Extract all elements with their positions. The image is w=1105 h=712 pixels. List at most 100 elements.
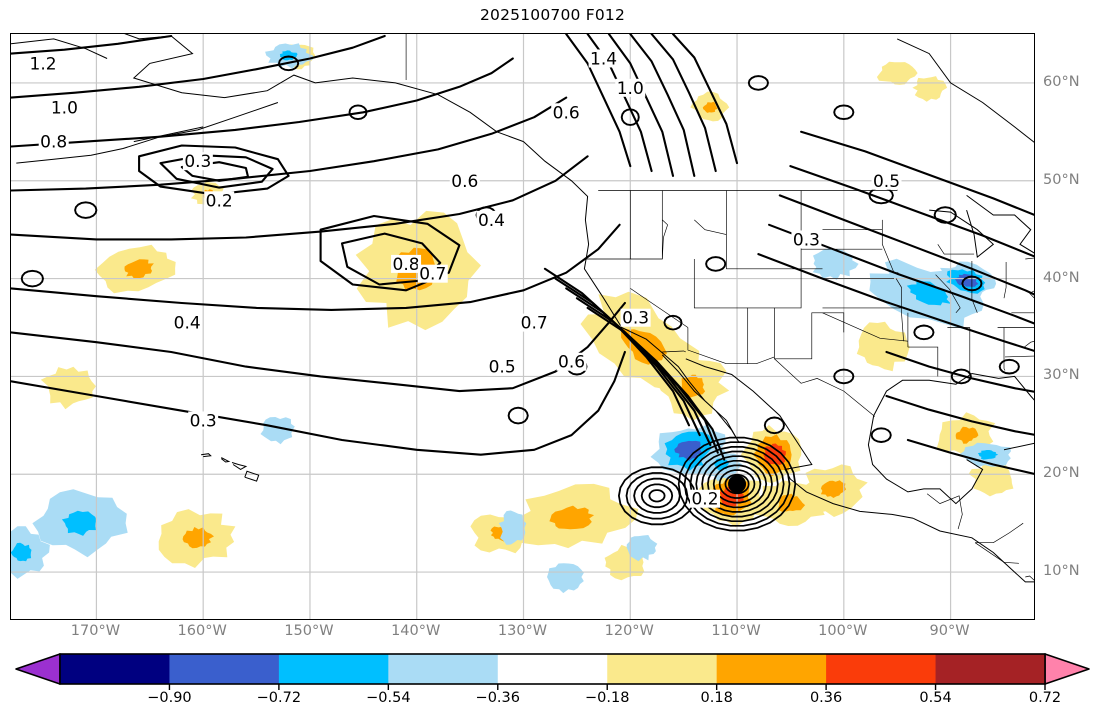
political-border	[822, 312, 908, 342]
contour-line	[554, 277, 701, 437]
contour-line	[961, 275, 983, 292]
contour-line	[629, 34, 696, 177]
contour-label-mask	[620, 308, 651, 327]
coastline	[912, 517, 1034, 583]
contour-layer	[11, 34, 1034, 532]
contour-line	[565, 34, 632, 168]
contour-label: 1.0	[51, 98, 78, 118]
colorbar-segment	[278, 654, 389, 684]
lon-tick-label: 100°W	[818, 623, 868, 639]
anomaly-patch	[702, 101, 718, 113]
colorbar-tick-label: −0.90	[147, 690, 192, 706]
contour-line	[607, 34, 675, 177]
contour-line	[712, 464, 762, 504]
contour-label: 0.7	[419, 265, 446, 285]
contour-label: 0.2	[691, 490, 718, 510]
anomaly-patch	[812, 248, 859, 281]
anomaly-patch	[955, 426, 979, 444]
contour-line	[707, 459, 768, 509]
colorbar-segment	[935, 654, 1046, 684]
lon-tick-label: 160°W	[177, 623, 227, 639]
contour-line	[586, 306, 726, 461]
contour-line	[507, 406, 529, 425]
political-border	[630, 288, 689, 328]
coastline	[11, 38, 108, 59]
lat-tick-label: 20°N	[1043, 465, 1080, 482]
contour-line	[833, 104, 855, 121]
contour-label-mask	[204, 191, 235, 210]
coastline	[133, 126, 204, 143]
contour-label-mask	[690, 489, 721, 508]
contour-label-mask	[588, 49, 619, 68]
political-border	[1004, 355, 1034, 358]
contour-line	[650, 34, 717, 173]
contour-line	[617, 466, 696, 526]
contour-label-mask	[172, 313, 203, 332]
contour-line	[671, 34, 739, 165]
anomaly-patch	[11, 542, 32, 562]
contour-label-mask	[551, 103, 582, 122]
contour-line	[543, 267, 691, 427]
political-border	[774, 358, 876, 417]
contour-label-mask	[391, 254, 422, 273]
political-border	[687, 327, 727, 365]
anomaly-patch	[498, 510, 527, 545]
contour-label: 0.6	[451, 172, 478, 192]
map-canvas: 0.20.30.8 0.70.40.30.50.70.60.30.20.60.41…	[11, 34, 1034, 619]
contour-label-mask	[28, 54, 59, 73]
political-border	[975, 522, 1024, 544]
contour-label-mask	[615, 78, 646, 97]
political-border	[1029, 293, 1034, 299]
contour-line	[833, 368, 855, 385]
contour-label-mask	[449, 171, 480, 190]
contour-label-mask	[871, 171, 902, 190]
lat-tick-label: 50°N	[1043, 171, 1080, 188]
contour-line	[913, 324, 935, 341]
anomaly-patch	[977, 450, 999, 460]
colorbar-swatches	[15, 653, 1090, 690]
coastline	[873, 372, 1034, 416]
lon-tick-label: 110°W	[711, 623, 761, 639]
contour-line	[683, 441, 791, 527]
political-border	[1024, 341, 1034, 348]
anomaly-patch	[124, 259, 154, 279]
contour-line	[348, 104, 368, 121]
colorbar-tick-label: −0.36	[475, 690, 520, 706]
contour-line	[11, 301, 626, 393]
contour-line	[768, 223, 1034, 325]
lat-tick-label: 10°N	[1043, 563, 1080, 580]
contour-label: 0.8	[393, 255, 420, 275]
colorbar-tick-label: 0.36	[809, 690, 843, 706]
political-border	[726, 190, 823, 270]
colorbar-outline	[59, 653, 1046, 685]
contour-label: 0.3	[184, 152, 211, 172]
contour-label-mask	[487, 357, 518, 376]
colorbar-segment	[388, 654, 499, 684]
colorbar-tick-label: −0.54	[366, 690, 411, 706]
anomaly-patch	[182, 527, 214, 549]
map-frame: 0.2 0.3 0.8 0.7 0.4 0.3 0.5 0.7 0.6 0.3 0.2 0.6 0.4 1…	[10, 33, 1035, 620]
coastline	[896, 38, 1034, 143]
lon-tick-label: 120°W	[604, 623, 654, 639]
contour-label: 0.3	[622, 309, 649, 329]
contour-line	[705, 256, 727, 272]
contour-line	[180, 161, 250, 182]
colorbar-segment	[497, 654, 608, 684]
contour-label: 0.2	[206, 191, 233, 211]
colorbar-tick-label: 0.54	[919, 690, 952, 706]
contour-label-mask	[188, 411, 219, 430]
contour-line	[701, 455, 773, 513]
contour-label: 0.4	[478, 211, 505, 231]
anomaly-patch	[968, 462, 1014, 497]
contour-line	[11, 350, 626, 456]
political-border	[895, 278, 904, 342]
colorbar-segment	[169, 654, 280, 684]
political-border	[726, 356, 775, 365]
lon-tick-label: 130°W	[497, 623, 548, 639]
contour-label-mask	[49, 98, 80, 117]
contour-label: 0.3	[793, 230, 820, 250]
contour-line	[620, 108, 640, 126]
coastline-layer	[11, 34, 1034, 583]
political-border	[693, 259, 748, 309]
colorbar: −0.90 −0.72 −0.54 −0.36 −0.18 0.18 0.36 0.54 0.7…	[0, 650, 1105, 712]
